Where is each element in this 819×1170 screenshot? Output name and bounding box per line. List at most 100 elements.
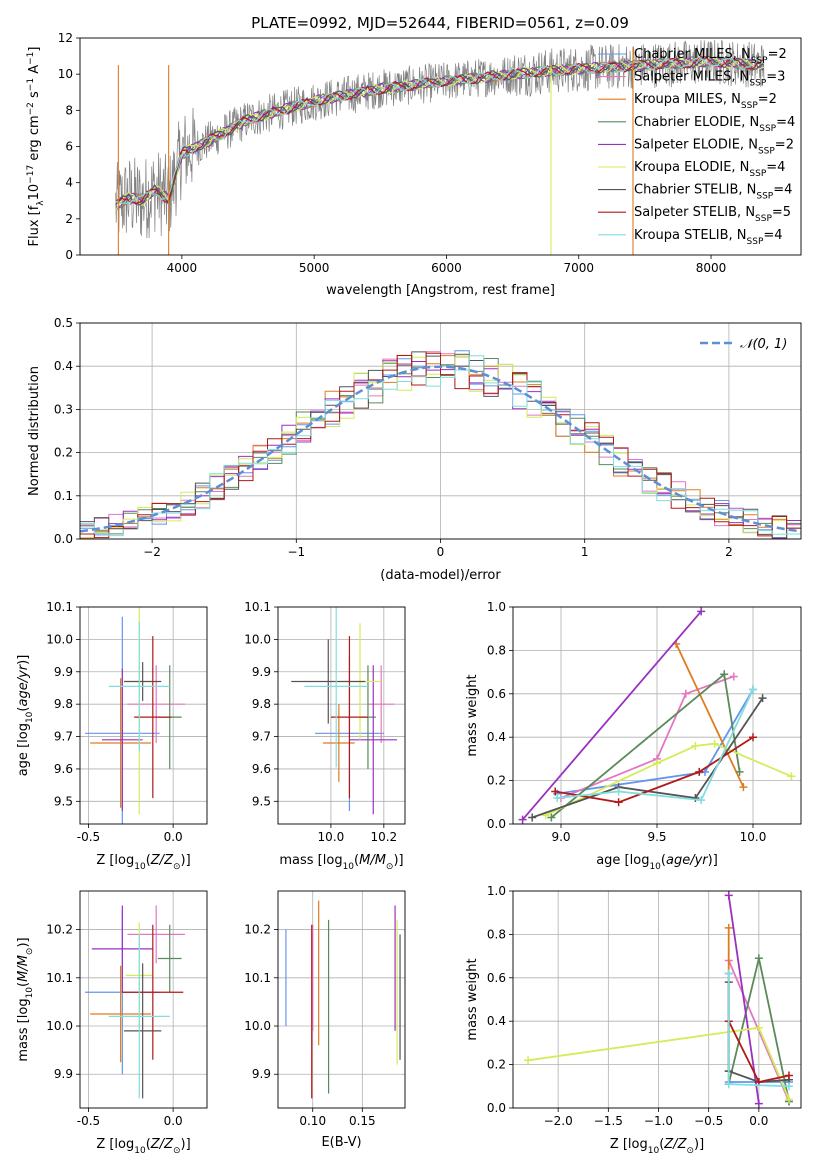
weight-marker	[784, 1095, 793, 1104]
label-part: ⊙	[173, 1146, 181, 1156]
spectrum-model-line	[115, 56, 765, 210]
x-tick-label: −1.5	[594, 1114, 623, 1128]
label-part: ⊙	[25, 948, 35, 956]
weight-marker	[720, 670, 729, 679]
legend-label: Chabrier STELIB, NSSP=4	[634, 183, 792, 202]
plot-area-spectrum	[115, 39, 765, 255]
label-part: Kroupa STELIB, N	[634, 228, 747, 243]
age-vs-mass-x-label: mass [log10(M/M⊙)]	[279, 853, 403, 872]
label-part: age/yr	[666, 853, 709, 868]
panel-age-vs-Z: -0.5 0.09.59.69.79.89.910.010.1Z [log10(Z…	[16, 600, 208, 872]
label-part: 10	[648, 1146, 660, 1156]
y-tick-label: 0.4	[54, 359, 73, 373]
y-tick-label: 0.2	[54, 446, 73, 460]
label-part: 10	[343, 862, 355, 872]
y-tick-label: 0.8	[487, 643, 506, 657]
label-part: SSP	[756, 192, 773, 202]
label-part: =3	[766, 70, 785, 85]
frame-weight-vs-Z: −2.0 −1.5 −1.0 −0.5 0.0 0.0 0.2 0.4 0.6 0.8 1.0 Z […	[465, 884, 802, 1156]
weight-marker	[653, 759, 661, 768]
label-part: (	[661, 853, 666, 868]
y-tick-label: 0.0	[54, 532, 73, 546]
x-tick-label: 4000	[167, 261, 198, 275]
y-tick-label: 8	[65, 103, 73, 117]
weight-marker	[754, 954, 763, 963]
panel-age-vs-mass: 10.0 10.2 9.5 9.6 9.7 9.8 9.9 10.0 10.1 mass [log…	[244, 600, 406, 872]
label-part: =2	[768, 47, 787, 62]
plot-area-age-vs-mass	[291, 607, 398, 815]
label-part: Z/Z	[150, 1137, 174, 1152]
legend-label: Salpeter ELODIE, NSSP=2	[634, 137, 794, 156]
legend-label: Salpeter MILES, NSSP=3	[634, 70, 785, 89]
weight-marker	[784, 1071, 793, 1080]
weight-vs-age-y-label: mass weight	[465, 674, 480, 756]
y-tick-label: 0.0	[487, 1101, 506, 1115]
axes-frame	[512, 890, 802, 1109]
plot-area-mass-vs-EBV	[285, 900, 401, 1099]
weight-line	[555, 736, 754, 804]
label-part: Z/Z	[663, 1137, 687, 1152]
x-tick-label: 0.0	[164, 830, 183, 844]
y-tick-label: 0.4	[487, 730, 506, 744]
panel-weight-vs-Z: −2.0 −1.5 −1.0 −0.5 0.0 0.0 0.2 0.4 0.6 0.8 1.0 Z […	[465, 884, 802, 1156]
axes-frame	[79, 37, 802, 256]
label-part: λ	[36, 200, 46, 206]
label-part: =4	[766, 160, 785, 175]
panel-weight-vs-age: 9.0 9.5 10.0 0.0 0.2 0.4 0.6 0.8 1.0 age [log10(a…	[465, 600, 802, 872]
axes-frame	[79, 322, 802, 540]
weight-line	[557, 689, 754, 795]
y-tick-label: 0.8	[487, 927, 506, 941]
y-tick-label: 0.3	[54, 402, 73, 416]
spectrum-model-line	[115, 55, 765, 204]
y-tick-label: 10.0	[244, 1019, 271, 1033]
weight-line	[557, 689, 754, 802]
legend-label: Kroupa STELIB, NSSP=4	[634, 228, 783, 247]
weight-marker	[754, 1099, 763, 1108]
panels: 4000 5000 6000 7000 8000024681012wavelength …	[16, 31, 802, 1156]
label-part: SSP	[751, 56, 768, 66]
histogram-steps	[80, 352, 801, 539]
label-part: SSP	[747, 237, 764, 247]
weight-marker	[553, 793, 562, 802]
label-part: (	[146, 1137, 151, 1152]
figure-title: PLATE=0992, MJD=52644, FIBERID=0561, z=0…	[251, 14, 629, 32]
histogram-steps	[80, 355, 801, 537]
mass-vs-Z-x-label: Z [log10(Z/Z⊙)]	[96, 1137, 190, 1156]
frame-spectrum: 4000 5000 6000 7000 8000 0 2 4 6 8 10 12 wavelength …	[26, 31, 802, 298]
label-part: −2	[26, 102, 36, 115]
mass-vs-EBV-x-label: E(B-V)	[321, 1135, 361, 1150]
weight-marker	[724, 969, 733, 978]
frame-age-vs-mass: 10.0 10.2 9.5 9.6 9.7 9.8 9.9 10.0 10.1 mass [log…	[244, 600, 406, 872]
weight-marker	[758, 694, 767, 703]
weight-marker	[749, 733, 757, 742]
x-tick-label: −2.0	[544, 1114, 573, 1128]
x-tick-label: −2	[143, 545, 161, 559]
x-tick-label: 10.2	[370, 830, 397, 844]
y-tick-label: 9.9	[54, 665, 73, 679]
gaussian-curve	[80, 365, 801, 533]
label-part: 10	[25, 987, 35, 999]
x-tick-label: 8000	[696, 261, 727, 275]
label-part: Z [log	[610, 1137, 648, 1152]
x-tick-label: 9.5	[647, 830, 666, 844]
label-part: Salpeter ELODIE, N	[634, 137, 758, 152]
spectrum-model-line	[115, 55, 765, 211]
label-part: (	[16, 982, 31, 987]
label-part: ⊙	[386, 862, 394, 872]
y-tick-label: 10.1	[244, 600, 271, 614]
label-part: ⊙	[686, 1146, 694, 1156]
weight-marker	[691, 793, 700, 802]
label-part: (	[354, 853, 359, 868]
legend-label: 𝒩(0, 1)	[740, 337, 787, 352]
axes-frame	[512, 606, 802, 825]
weight-marker	[695, 767, 704, 776]
legend-label: Kroupa MILES, NSSP=2	[634, 92, 777, 111]
axes-frame	[79, 890, 208, 1109]
label-part: (	[16, 707, 31, 712]
label-part: age [log	[596, 853, 649, 868]
axes-frame	[79, 606, 208, 825]
weight-marker	[518, 815, 527, 824]
weight-marker	[528, 813, 537, 822]
weight-marker	[614, 787, 623, 796]
